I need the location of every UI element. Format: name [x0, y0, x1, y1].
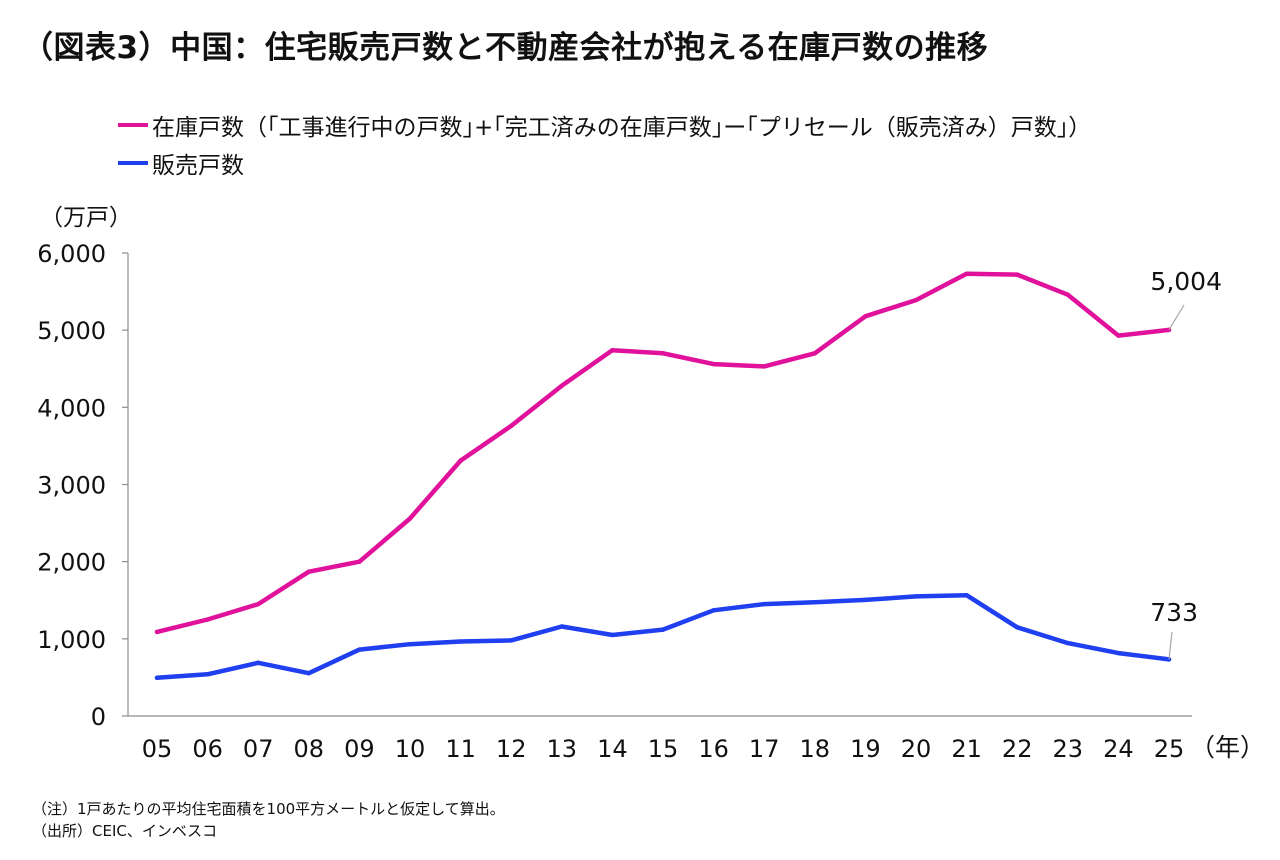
legend-swatch-inventory	[118, 123, 148, 127]
legend-item-inventory: 在庫戸数（｢工事進行中の戸数｣+｢完工済みの在庫戸数｣ー｢プリセール（販売済み）…	[118, 106, 1091, 144]
data-point	[660, 351, 666, 356]
data-point	[559, 383, 564, 388]
footnote: （注）1戸あたりの平均住宅面積を100平方メートルと仮定して算出。	[32, 800, 505, 818]
x-tick-label: 17	[749, 735, 780, 763]
data-point	[509, 638, 514, 643]
data-point	[1065, 640, 1071, 646]
data-point	[306, 569, 311, 574]
data-point	[205, 617, 210, 622]
x-tick-label: 14	[597, 735, 628, 763]
data-point	[762, 601, 767, 607]
data-point	[863, 314, 868, 319]
data-point	[762, 364, 767, 369]
x-tick-label: 21	[951, 735, 982, 763]
y-tick-label: 2,000	[37, 549, 106, 577]
data-point	[1116, 333, 1121, 338]
x-axis-unit-label: （年）	[1190, 733, 1266, 762]
data-label-leader	[1168, 304, 1185, 331]
x-tick-label: 24	[1103, 735, 1134, 763]
data-point	[1015, 625, 1020, 630]
data-point	[407, 516, 413, 521]
series-line-0	[154, 271, 1172, 635]
x-tick-label: 20	[901, 735, 932, 763]
legend-swatch-sales	[118, 161, 148, 165]
data-point	[256, 660, 261, 665]
data-point	[509, 423, 514, 429]
data-point	[812, 599, 817, 605]
x-tick-label: 22	[1002, 735, 1033, 763]
x-tick-label: 10	[395, 735, 426, 763]
data-point	[154, 675, 160, 681]
x-tick-label: 15	[648, 735, 679, 763]
data-point	[711, 608, 716, 613]
x-tick-label: 07	[243, 735, 274, 763]
data-point	[1015, 272, 1020, 277]
data-point	[1065, 292, 1071, 297]
data-point	[357, 559, 362, 564]
legend: 在庫戸数（｢工事進行中の戸数｣+｢完工済みの在庫戸数｣ー｢プリセール（販売済み）…	[118, 106, 1091, 182]
data-label: 5,004	[1150, 267, 1222, 296]
y-tick-label: 1,000	[37, 626, 106, 654]
x-tick-label: 11	[445, 735, 476, 763]
y-axis-unit-label: （万戸）	[40, 205, 132, 231]
data-point	[964, 271, 969, 277]
data-point	[154, 629, 160, 635]
legend-item-sales: 販売戸数	[118, 144, 1091, 182]
data-point	[913, 297, 919, 303]
x-tick-label: 08	[294, 735, 325, 763]
x-tick-label: 19	[850, 735, 881, 763]
y-tick-label: 5,000	[37, 317, 106, 345]
x-tick-label: 12	[496, 735, 527, 763]
x-tick-label: 25	[1154, 735, 1185, 763]
source-note: （出所）CEIC、インベスコ	[32, 822, 218, 840]
series-line-1	[154, 592, 1172, 681]
data-point	[205, 672, 210, 677]
data-point	[256, 601, 261, 607]
x-tick-label: 18	[800, 735, 831, 763]
x-tick-label: 16	[698, 735, 729, 763]
y-tick-label: 4,000	[37, 394, 106, 422]
data-point	[458, 458, 463, 463]
data-point	[306, 670, 311, 676]
y-tick-label: 3,000	[37, 472, 106, 500]
data-label-leader	[1168, 631, 1173, 660]
x-tick-label: 09	[344, 735, 375, 763]
y-tick-label: 6,000	[37, 240, 106, 268]
data-point	[711, 361, 716, 367]
data-label: 733	[1150, 598, 1198, 627]
data-point	[559, 624, 564, 629]
x-tick-label: 23	[1053, 735, 1084, 763]
data-point	[458, 639, 463, 644]
data-point	[812, 351, 817, 356]
x-tick-label: 13	[547, 735, 578, 763]
data-point	[1116, 650, 1121, 656]
data-point	[913, 594, 919, 599]
chart-title: （図表3）中国：住宅販売戸数と不動産会社が抱える在庫戸数の推移	[22, 30, 989, 66]
data-point	[610, 632, 615, 638]
x-tick-label: 05	[142, 735, 173, 763]
x-tick-label: 06	[192, 735, 223, 763]
legend-label-sales: 販売戸数	[152, 153, 244, 179]
data-point	[660, 627, 666, 632]
y-tick-label: 0	[91, 703, 106, 731]
legend-label-inventory: 在庫戸数（｢工事進行中の戸数｣+｢完工済みの在庫戸数｣ー｢プリセール（販売済み）…	[152, 115, 1092, 141]
data-point	[357, 647, 362, 652]
data-point	[407, 642, 413, 647]
data-point	[863, 597, 868, 603]
data-point	[964, 593, 969, 598]
data-point	[610, 348, 615, 353]
